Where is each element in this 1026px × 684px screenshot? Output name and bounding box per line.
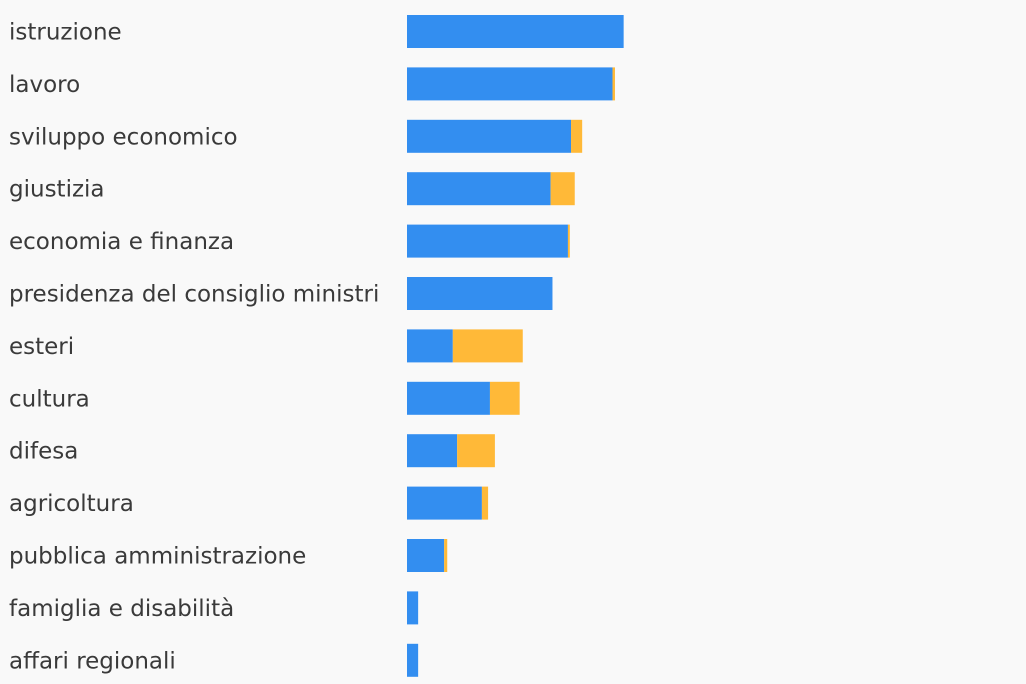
bar-giustizia-segment-2 bbox=[550, 172, 575, 206]
category-label-lavoro: lavoro bbox=[9, 72, 80, 98]
bar-difesa-segment-2 bbox=[457, 434, 495, 468]
category-label-istruzione: istruzione bbox=[9, 20, 122, 46]
bar-agricoltura-segment-2 bbox=[481, 486, 489, 520]
category-label-giustizia: giustizia bbox=[9, 177, 105, 203]
category-label-affari-regionali: affari regionali bbox=[9, 648, 176, 674]
bar-cultura-segment-2 bbox=[489, 381, 520, 415]
bar-affari-regionali-segment-1 bbox=[407, 643, 419, 677]
bar-cultura-segment-1 bbox=[407, 381, 490, 415]
bar-famiglia-e-disabilit-segment-1 bbox=[407, 591, 419, 625]
category-label-difesa: difesa bbox=[9, 439, 78, 465]
bar-esteri-segment-2 bbox=[452, 329, 523, 363]
category-labels: istruzione lavoro sviluppo economico giusti… bbox=[9, 20, 379, 675]
category-label-economia-e-finanza: economia e finanza bbox=[9, 229, 234, 255]
bar-agricoltura-segment-1 bbox=[407, 486, 482, 520]
bar-sviluppo-economico-segment-2 bbox=[571, 119, 583, 153]
category-label-famiglia-e-disabilit: famiglia e disabilità bbox=[9, 596, 234, 622]
category-label-esteri: esteri bbox=[9, 334, 74, 360]
category-label-sviluppo-economico: sviluppo economico bbox=[9, 124, 238, 150]
bar-presidenza-del-consiglio-ministri-segment-1 bbox=[407, 277, 553, 310]
category-label-agricoltura: agricoltura bbox=[9, 491, 134, 517]
category-label-cultura: cultura bbox=[9, 386, 90, 412]
bars bbox=[407, 15, 624, 677]
bar-istruzione-segment-1 bbox=[407, 15, 624, 48]
bar-giustizia-segment-1 bbox=[407, 172, 551, 206]
bar-lavoro-segment-2 bbox=[612, 67, 615, 101]
category-label-presidenza-del-consiglio-ministri: presidenza del consiglio ministri bbox=[9, 282, 379, 308]
category-label-pubblica-amministrazione: pubblica amministrazione bbox=[9, 544, 306, 570]
bar-pubblica-amministrazione-segment-1 bbox=[407, 539, 445, 572]
bar-difesa-segment-1 bbox=[407, 434, 458, 468]
bar-lavoro-segment-1 bbox=[407, 67, 613, 101]
bar-esteri-segment-1 bbox=[407, 329, 453, 363]
bar-economia-e-finanza-segment-2 bbox=[567, 224, 570, 258]
bar-pubblica-amministrazione-segment-2 bbox=[444, 539, 448, 572]
bar-economia-e-finanza-segment-1 bbox=[407, 224, 568, 258]
bar-sviluppo-economico-segment-1 bbox=[407, 119, 572, 153]
